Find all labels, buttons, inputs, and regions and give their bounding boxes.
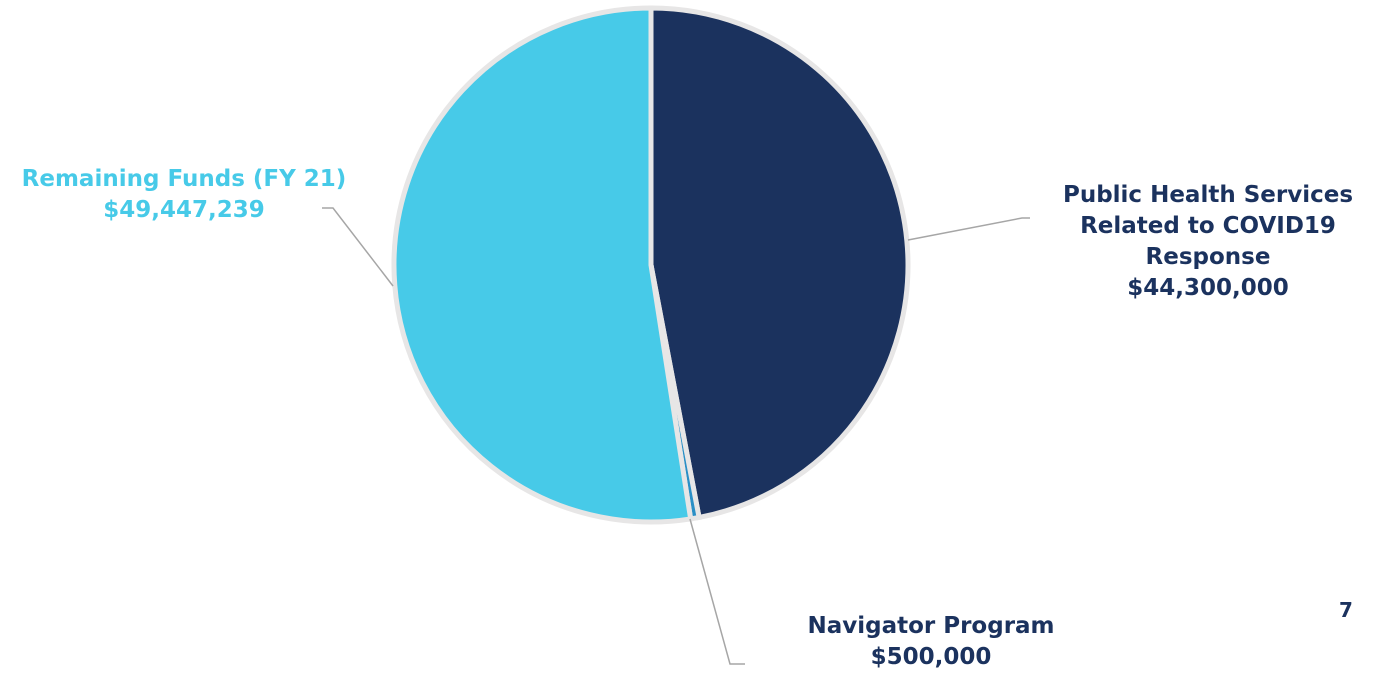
slice-value-label: $49,447,239 [103,197,265,223]
slice-name-line: Public Health Services [1063,182,1353,208]
slice-name-line: Response [1146,244,1271,270]
leader-line-2 [322,207,394,287]
page-number: 7 [1339,598,1353,622]
slice-value-label: $44,300,000 [1127,275,1289,301]
pie-slice-2 [391,5,694,525]
slice-label-1: Navigator Program $500,000 [807,613,1054,670]
leader-line-1 [689,518,745,665]
leader-line-0 [907,217,1030,241]
slice-label-0: Public Health Services Related to COVID19… [1063,182,1353,301]
slice-label-2: Remaining Funds (FY 21) $49,447,239 [22,166,347,223]
slice-name-line: Remaining Funds (FY 21) [22,166,347,192]
slice-name-line: Related to COVID19 [1080,213,1336,239]
pie-slice-0 [648,5,911,521]
slice-value-label: $500,000 [871,644,992,670]
slice-name-line: Navigator Program [807,613,1054,639]
